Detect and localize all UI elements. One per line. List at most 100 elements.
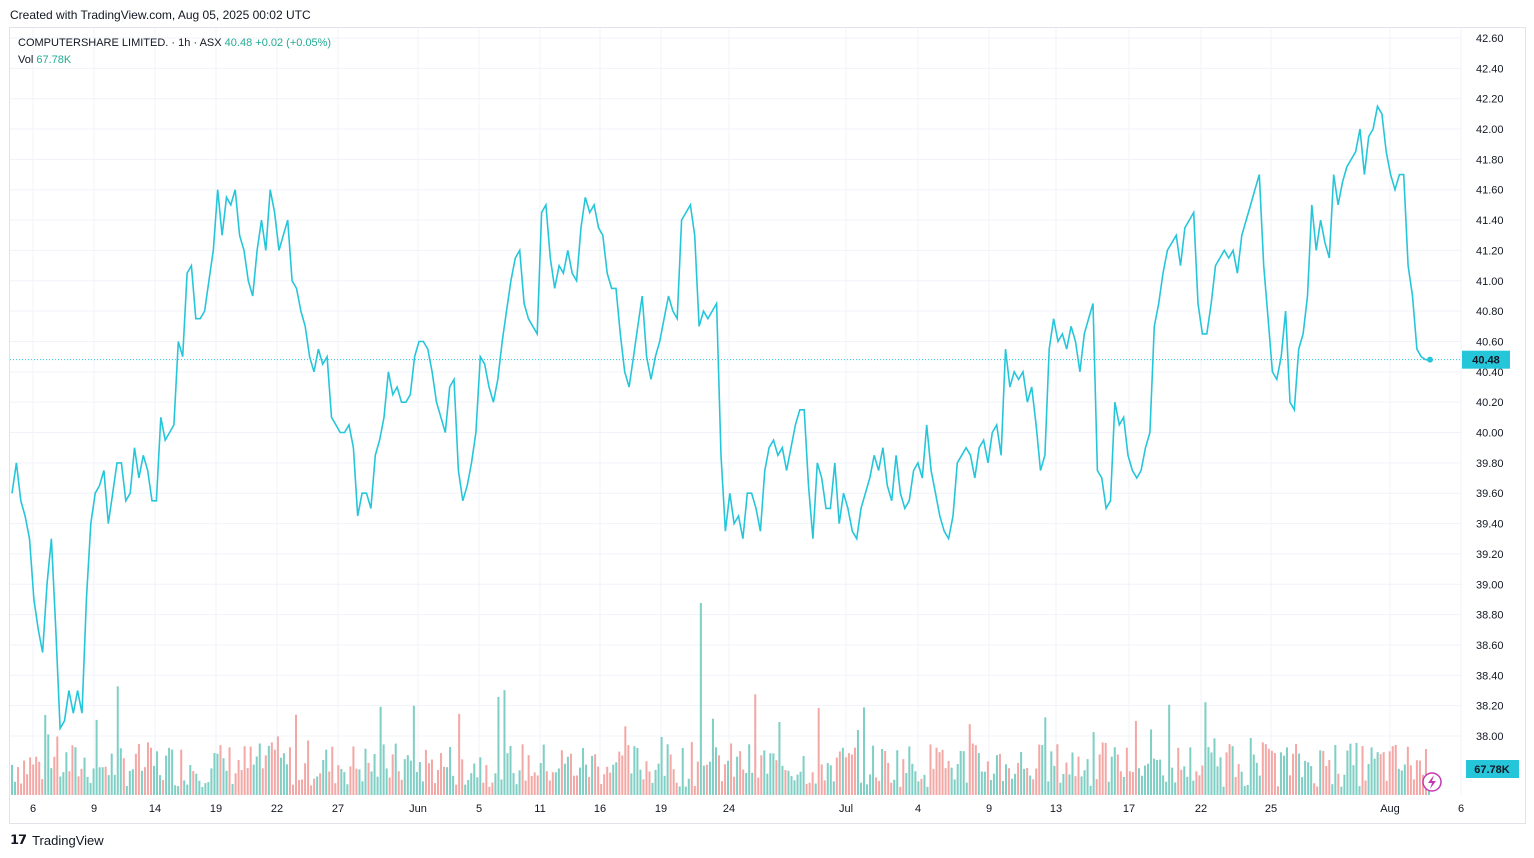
volume-bar	[1331, 784, 1334, 795]
volume-bar	[515, 784, 518, 795]
volume-bar	[965, 782, 968, 795]
volume-bar	[1189, 747, 1192, 795]
volume-bar	[820, 764, 823, 795]
volume-bar	[509, 745, 512, 795]
symbol-name[interactable]: COMPUTERSHARE LIMITED.	[18, 37, 169, 49]
volume-bar	[397, 771, 400, 795]
volume-bar	[177, 786, 180, 795]
volume-bar	[579, 767, 582, 795]
volume-bar	[926, 786, 929, 795]
volume-bar	[485, 765, 488, 795]
y-tick-label: 42.20	[1476, 94, 1504, 106]
volume-bar	[1077, 756, 1080, 795]
volume-bar	[1113, 747, 1116, 795]
volume-bar	[1183, 766, 1186, 795]
volume-bar	[790, 776, 793, 795]
volume-bar	[231, 783, 234, 795]
volume-bar	[119, 748, 122, 795]
x-tick-label: 9	[91, 803, 97, 815]
volume-bar	[675, 782, 678, 795]
volume-bar	[654, 769, 657, 795]
volume-bar	[1301, 777, 1304, 795]
volume-bar	[1267, 748, 1270, 795]
volume-bar	[603, 774, 606, 795]
volume-bar	[554, 772, 557, 795]
volume-bar	[424, 749, 427, 795]
volume-bar	[878, 780, 881, 795]
volume-bars	[11, 603, 1430, 795]
created-with-header: Created with TradingView.com, Aug 05, 20…	[10, 8, 311, 22]
volume-bar	[905, 773, 908, 795]
brand-name: TradingView	[32, 832, 104, 848]
volume-bar	[1319, 750, 1322, 795]
volume-bar	[291, 784, 294, 795]
volume-bar	[430, 759, 433, 795]
volume-bar	[1292, 753, 1295, 795]
volume-bar	[693, 785, 696, 795]
chart-pane[interactable]	[9, 27, 1526, 824]
volume-bar	[1216, 766, 1219, 795]
volume-bar	[823, 780, 826, 795]
volume-bar	[1382, 752, 1385, 795]
volume-bar	[116, 686, 119, 795]
volume-bar	[748, 744, 751, 795]
volume-bar	[1397, 768, 1400, 795]
volume-bar	[452, 775, 455, 795]
x-tick-label: 19	[210, 803, 222, 815]
volume-bar	[530, 775, 533, 795]
volume-bar	[1373, 758, 1376, 795]
volume-bar	[1116, 754, 1119, 795]
volume-bar	[1406, 746, 1409, 795]
volume-bar	[32, 764, 35, 795]
volume-bar	[986, 761, 989, 795]
volume-bar	[778, 721, 781, 795]
volume-bar	[1171, 767, 1174, 795]
tradingview-logo-icon: 𝟭𝟳	[10, 832, 27, 847]
volume-bar	[542, 744, 545, 795]
volume-bar	[1213, 738, 1216, 795]
volume-bar	[328, 771, 331, 795]
volume-value: 67.78K	[36, 54, 72, 66]
volume-bar	[769, 753, 772, 795]
volume-bar	[113, 774, 116, 795]
x-tick-label: 11	[534, 803, 545, 815]
volume-bar	[1059, 782, 1062, 795]
volume-bar	[711, 718, 714, 795]
volume-bar	[838, 751, 841, 795]
y-tick-label: 38.00	[1476, 731, 1504, 743]
volume-bar	[899, 786, 902, 795]
volume-bar	[449, 747, 452, 795]
volume-bar	[38, 761, 41, 795]
volume-bar	[128, 770, 131, 795]
volume-bar	[11, 764, 14, 795]
volume-bar	[1349, 743, 1352, 795]
volume-bar	[146, 742, 149, 795]
volume-bar	[983, 771, 986, 795]
volume-bar	[887, 762, 890, 795]
volume-bar	[29, 757, 32, 795]
volume-bar	[497, 696, 500, 795]
volume-bar	[255, 756, 258, 795]
volume-bar	[1298, 753, 1301, 795]
price-change-value: +0.02 (+0.05%)	[255, 37, 332, 49]
volume-bar	[346, 784, 349, 795]
volume-bar	[1219, 757, 1222, 795]
volume-bar	[264, 755, 267, 795]
volume-bar	[980, 771, 983, 795]
volume-bar	[636, 747, 639, 795]
volume-bar	[458, 713, 461, 795]
volume-bar	[1249, 737, 1252, 795]
volume-bar	[1415, 760, 1418, 795]
volume-bar	[1364, 780, 1367, 795]
volume-bar	[1246, 784, 1249, 795]
last-price-tag	[1462, 350, 1510, 369]
volume-bar	[355, 768, 358, 795]
y-tick-label: 41.00	[1476, 276, 1504, 288]
volume-bar	[808, 782, 811, 795]
volume-bar	[539, 763, 542, 795]
volume-bar	[609, 772, 612, 795]
volume-bar	[198, 780, 201, 795]
volume-bar	[1125, 747, 1128, 795]
volume-bar	[518, 770, 521, 795]
